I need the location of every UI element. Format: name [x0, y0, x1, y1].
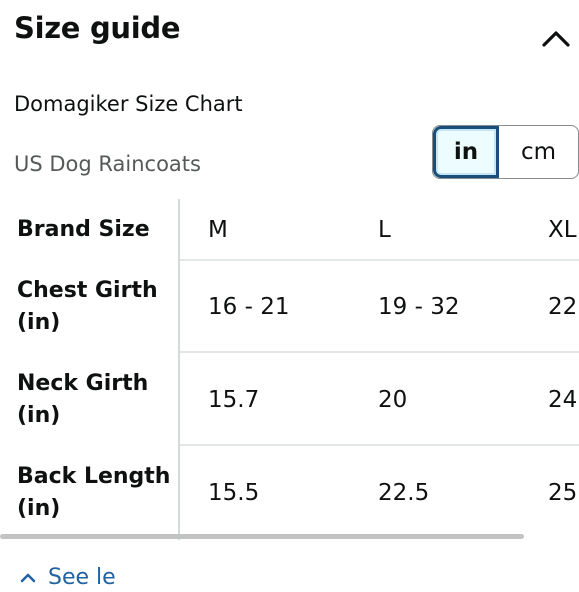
table-header-row: Brand Size M L XL [0, 199, 579, 261]
row-divider [180, 351, 579, 353]
header-size-m: M [208, 217, 228, 243]
chevron-up-icon [542, 31, 570, 47]
chart-subtitle: US Dog Raincoats [14, 152, 201, 176]
size-table[interactable]: Brand Size M L XL Chest Girth (in) 16 - … [0, 199, 579, 540]
header-size-l: L [378, 217, 391, 243]
table-cell: 25 [548, 480, 578, 506]
table-cell: 22 [548, 294, 578, 320]
collapse-button[interactable] [538, 25, 574, 51]
table-row: Neck Girth (in) 15.7 20 24 [0, 353, 579, 446]
unit-toggle: in cm [432, 125, 579, 179]
row-label: Chest Girth (in) [17, 278, 158, 335]
row-divider [180, 259, 579, 261]
horizontal-scrollbar[interactable] [0, 534, 524, 539]
chart-name: Domagiker Size Chart [14, 92, 243, 116]
table-cell: 24 [548, 386, 578, 413]
row-divider [180, 444, 579, 446]
row-label: Neck Girth (in) [17, 370, 149, 428]
chevron-up-icon [20, 573, 36, 583]
table-cell: 22.5 [378, 480, 430, 506]
table-cell: 15.7 [208, 386, 260, 413]
column-divider [178, 199, 180, 540]
table-row: Back Length (in) 15.5 22.5 25 [0, 446, 579, 540]
see-more-label: See le [48, 564, 116, 590]
table-cell: 19 - 32 [378, 294, 460, 320]
see-more-link[interactable]: See le [20, 562, 116, 592]
table-cell: 15.5 [208, 480, 260, 506]
table-cell: 20 [378, 386, 408, 413]
header-label: Brand Size [17, 217, 150, 242]
section-title: Size guide [14, 11, 181, 45]
table-cell: 16 - 21 [208, 294, 290, 320]
header-size-xl: XL [548, 217, 577, 243]
unit-option-cm[interactable]: cm [520, 139, 557, 165]
table-row: Chest Girth (in) 16 - 21 19 - 32 22 [0, 261, 579, 353]
unit-option-in[interactable]: in [433, 126, 499, 178]
row-label: Back Length (in) [17, 464, 171, 521]
